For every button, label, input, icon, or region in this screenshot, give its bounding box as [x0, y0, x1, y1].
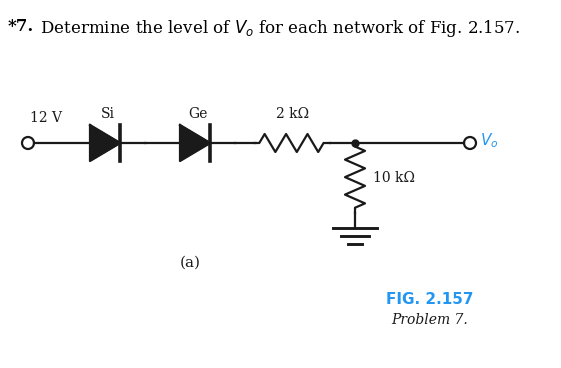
Text: FIG. 2.157: FIG. 2.157 [387, 293, 473, 308]
Text: 2 kΩ: 2 kΩ [276, 107, 309, 121]
Text: Ge: Ge [188, 107, 208, 121]
Text: Problem 7.: Problem 7. [392, 313, 468, 327]
Text: Si: Si [101, 107, 115, 121]
Text: 10 kΩ: 10 kΩ [373, 171, 415, 185]
Text: *7.: *7. [8, 18, 34, 35]
Polygon shape [90, 125, 120, 161]
Text: Determine the level of $V_o$ for each network of Fig. 2.157.: Determine the level of $V_o$ for each ne… [30, 18, 520, 39]
Polygon shape [180, 125, 210, 161]
Text: $V_o$: $V_o$ [480, 132, 498, 151]
Text: 12 V: 12 V [30, 111, 62, 125]
Text: (a): (a) [180, 256, 200, 270]
